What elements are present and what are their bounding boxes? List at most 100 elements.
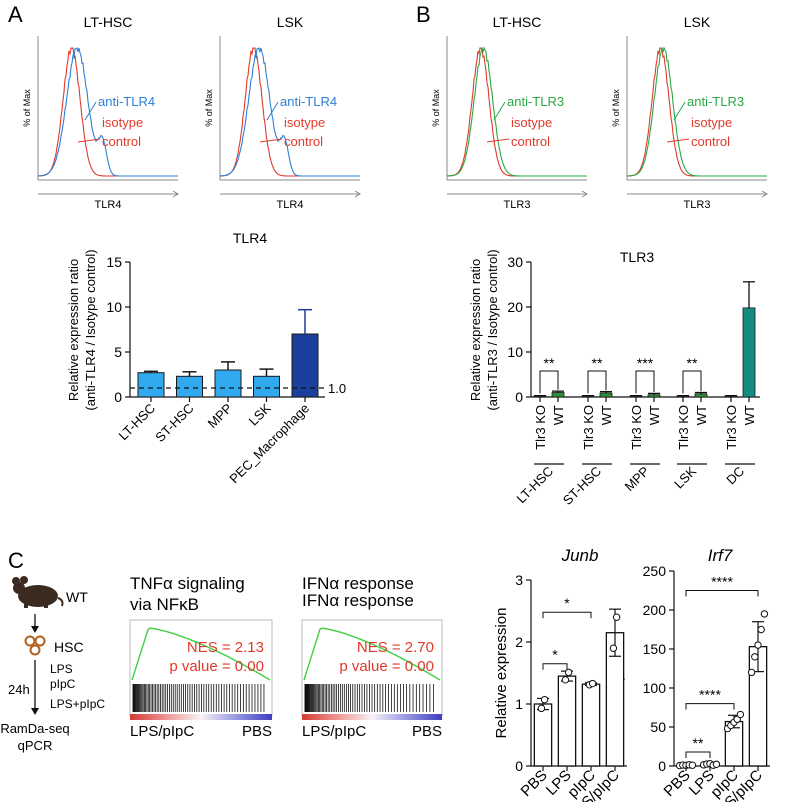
readout-label: RamDa-seq — [0, 721, 69, 736]
chart-title: Irf7 — [708, 546, 733, 565]
data-point — [760, 610, 769, 618]
y-tick-label: 3 — [515, 572, 523, 588]
significance-label: **** — [711, 574, 733, 590]
panel-letter-b: B — [416, 2, 431, 27]
histogram-title: LSK — [684, 14, 711, 30]
isotype-curve — [626, 47, 767, 177]
y-tick-label: 100 — [643, 680, 667, 696]
x-tick-label: ST-HSC — [152, 401, 196, 445]
y-tick-label: 15 — [106, 254, 122, 270]
antibody-label: anti-TLR4 — [280, 94, 337, 109]
cell-label: HSC — [54, 639, 84, 655]
x-arrow-icon — [581, 190, 588, 198]
label-leader — [266, 101, 279, 121]
antibody-curve — [446, 46, 587, 177]
label-leader — [486, 138, 510, 143]
chart-title: Junb — [561, 546, 599, 565]
histogram-panel: LSK % of Max TLR4 anti-TLR4 isotype control — [204, 14, 361, 211]
significance-label: * — [564, 595, 570, 611]
x-tick-label: LT-HSC — [116, 401, 159, 444]
y-tick-label: 0 — [515, 758, 523, 774]
treatment-label: pIpC — [50, 677, 76, 691]
significance-label: **** — [699, 687, 721, 703]
x-tick-label: Tlr3 KO — [676, 405, 691, 450]
group-label: DC — [723, 464, 747, 488]
treatment-label: LPS — [50, 662, 73, 676]
isotype-label: control — [511, 134, 550, 149]
data-point — [609, 644, 618, 652]
histogram-panel: LT-HSC % of Max TLR3 anti-TLR3 isotype contro… — [431, 14, 588, 211]
enrichment-curve — [131, 627, 271, 681]
x-tick-label: LSK — [246, 400, 274, 428]
panel-letter-a: A — [8, 2, 23, 27]
histogram-xlabel: TLR3 — [504, 199, 531, 211]
experiment-schematic: WT HSC 24h LPS pIpC LPS+pIpC RamDa-seq q… — [0, 576, 105, 753]
bar — [291, 333, 319, 398]
data-point — [537, 704, 546, 713]
isotype-curve — [37, 47, 178, 177]
data-point — [688, 761, 697, 769]
group-label: ST-HSC — [560, 464, 604, 508]
gsea-title: TNFα signaling — [130, 574, 245, 593]
group-label: LSK — [671, 463, 699, 491]
flow-histograms: LT-HSC % of Max TLR4 anti-TLR4 isotype contro… — [22, 14, 768, 211]
histogram-ylabel: % of Max — [431, 89, 441, 127]
y-axis-label: (anti-TLR3 / Isotype control) — [485, 249, 500, 410]
histogram-ylabel: % of Max — [204, 89, 214, 127]
data-point — [754, 641, 762, 649]
histogram-title: LSK — [277, 14, 304, 30]
isotype-label: control — [284, 134, 323, 149]
x-tick-label: WT — [742, 405, 757, 425]
significance-label: ** — [544, 355, 555, 371]
rank-gradient — [130, 714, 272, 720]
bar — [214, 369, 242, 398]
gsea-title: via NFκB — [130, 595, 199, 614]
chart-title: TLR3 — [620, 249, 654, 265]
antibody-curve — [626, 46, 767, 177]
y-tick-label: 0 — [658, 758, 666, 774]
data-point — [751, 653, 759, 661]
gsea-panel: TNFα signaling via NFκB NES = 2.13 p value … — [129, 574, 273, 740]
significance-bracket — [685, 590, 759, 597]
isotype-label: isotype — [284, 115, 325, 130]
isotype-label: isotype — [102, 115, 143, 130]
x-tick-label: Tlr3 KO — [629, 405, 644, 450]
significance-label: * — [552, 647, 558, 663]
data-point — [612, 613, 621, 621]
significance-label: ** — [592, 355, 603, 371]
label-leader — [84, 101, 97, 121]
bar — [253, 375, 280, 398]
cells-icon — [24, 635, 46, 656]
p-value: p value = 0.00 — [169, 658, 264, 675]
significance-bracket — [635, 370, 655, 394]
y-tick-label: 250 — [643, 563, 667, 579]
significance-label: *** — [637, 355, 654, 371]
significance-bracket — [539, 370, 559, 394]
group-label: MPP — [622, 464, 653, 495]
histogram-xlabel: TLR3 — [684, 199, 711, 211]
arrow-head-icon — [31, 708, 39, 715]
y-tick-label: 10 — [507, 344, 523, 360]
antibody-curve — [37, 46, 178, 177]
antibody-label: anti-TLR3 — [507, 94, 564, 109]
isotype-label: control — [102, 134, 141, 149]
y-axis-label: Relative expression ratio — [66, 259, 81, 401]
p-value: p value = 0.00 — [339, 658, 434, 675]
bar — [581, 683, 601, 767]
panel-letter-c: C — [8, 548, 24, 573]
histogram-ylabel: % of Max — [22, 89, 32, 127]
significance-label: ** — [693, 735, 704, 751]
histogram-xlabel: TLR4 — [95, 199, 122, 211]
nes-value: NES = 2.13 — [187, 639, 264, 656]
gsea-title: IFNα response — [302, 591, 414, 610]
x-arrow-icon — [172, 190, 179, 198]
x-tick-label: WT — [599, 405, 614, 425]
histogram-ylabel: % of Max — [611, 89, 621, 127]
significance-bracket — [542, 611, 592, 619]
y-axis-label: Relative expression ratio — [468, 259, 483, 401]
x-tick-label: Tlr3 KO — [533, 405, 548, 450]
data-point — [540, 695, 549, 704]
